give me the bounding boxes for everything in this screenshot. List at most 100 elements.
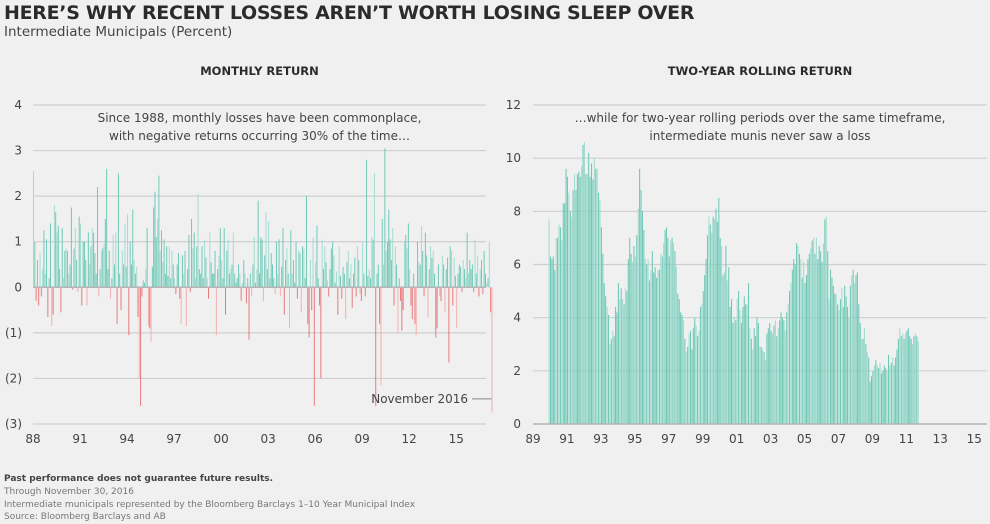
bar-positive bbox=[273, 278, 275, 288]
bar-positive bbox=[211, 273, 213, 288]
bar-positive bbox=[841, 288, 843, 424]
bar-positive bbox=[409, 269, 411, 288]
bar-positive bbox=[820, 251, 822, 424]
bar-positive bbox=[193, 232, 195, 288]
bar-positive bbox=[74, 228, 76, 288]
x-tick-label: 97 bbox=[661, 432, 676, 446]
bar-positive bbox=[231, 264, 233, 288]
bar-positive bbox=[295, 241, 297, 288]
bar-positive bbox=[615, 307, 617, 424]
bar-positive bbox=[68, 273, 70, 288]
bar-positive bbox=[146, 228, 148, 288]
bar-positive bbox=[781, 317, 783, 424]
bar-positive bbox=[780, 312, 782, 424]
bar-positive bbox=[61, 228, 63, 288]
bar-positive bbox=[757, 322, 759, 424]
bar-negative bbox=[77, 287, 79, 292]
bar-negative bbox=[150, 287, 152, 342]
page-title: HERE’S WHY RECENT LOSSES AREN’T WORTH LO… bbox=[4, 2, 695, 24]
bar-positive bbox=[701, 304, 703, 424]
bar-positive bbox=[735, 320, 737, 424]
bar-positive bbox=[588, 152, 590, 424]
bar-negative bbox=[313, 287, 315, 406]
bar-positive bbox=[721, 245, 723, 424]
bar-positive bbox=[389, 239, 391, 288]
bar-positive bbox=[426, 255, 428, 288]
bar-positive bbox=[303, 248, 305, 288]
bar-negative bbox=[345, 287, 347, 320]
bar-positive bbox=[566, 176, 569, 424]
bar-negative bbox=[138, 287, 140, 379]
bar-positive bbox=[181, 255, 183, 288]
bar-negative bbox=[149, 287, 151, 329]
bar-positive bbox=[673, 243, 675, 424]
y-tick-label: (1) bbox=[5, 326, 22, 340]
bar-positive bbox=[268, 221, 270, 288]
bar-positive bbox=[457, 273, 459, 288]
bar-positive bbox=[130, 264, 132, 288]
bar-positive bbox=[779, 320, 781, 424]
bar-positive bbox=[223, 228, 225, 288]
x-tick-label: 95 bbox=[627, 432, 642, 446]
bar-positive bbox=[590, 163, 593, 424]
y-tick-label: 0 bbox=[14, 280, 22, 294]
bar-positive bbox=[862, 338, 864, 424]
bar-positive bbox=[665, 227, 668, 424]
bar-positive bbox=[420, 225, 422, 288]
bar-positive bbox=[46, 239, 48, 288]
bar-positive bbox=[136, 266, 138, 288]
bar-positive bbox=[187, 269, 189, 288]
bar-positive bbox=[746, 304, 748, 424]
bar-positive bbox=[682, 320, 684, 424]
bar-positive bbox=[144, 282, 146, 288]
bar-positive bbox=[111, 278, 113, 288]
bar-negative bbox=[175, 287, 177, 295]
y-tick-label: 4 bbox=[14, 98, 22, 112]
bar-positive bbox=[770, 330, 772, 424]
bar-positive bbox=[292, 259, 294, 288]
bar-negative bbox=[427, 287, 429, 317]
bar-positive bbox=[256, 269, 258, 288]
bar-positive bbox=[475, 273, 477, 288]
bar-negative bbox=[52, 287, 54, 315]
y-tick-label: 1 bbox=[14, 235, 22, 249]
bar-positive bbox=[790, 283, 792, 424]
y-tick-label: 3 bbox=[14, 144, 22, 158]
bar-positive bbox=[815, 237, 817, 424]
bar-positive bbox=[851, 275, 853, 424]
bar-positive bbox=[53, 205, 55, 288]
bar-positive bbox=[221, 259, 223, 288]
bar-positive bbox=[777, 328, 779, 424]
bar-positive bbox=[236, 278, 238, 288]
through-date-text: Through November 30, 2016 bbox=[4, 487, 134, 497]
bar-positive bbox=[902, 333, 904, 424]
y-tick-label: 4 bbox=[513, 311, 521, 325]
bar-positive bbox=[629, 237, 631, 424]
bar-positive bbox=[647, 259, 649, 424]
x-tick-label: 00 bbox=[213, 432, 228, 446]
bar-positive bbox=[419, 264, 421, 288]
bar-positive bbox=[854, 283, 856, 424]
bar-positive bbox=[247, 278, 249, 288]
bar-positive bbox=[383, 264, 385, 288]
bar-positive bbox=[620, 288, 622, 424]
bar-positive bbox=[872, 370, 874, 424]
bar-positive bbox=[609, 344, 611, 424]
bar-positive bbox=[339, 275, 341, 288]
bar-positive bbox=[465, 278, 467, 288]
bar-positive bbox=[610, 338, 612, 424]
bar-positive bbox=[743, 296, 745, 424]
bar-negative bbox=[60, 287, 62, 313]
bar-negative bbox=[320, 287, 322, 379]
bar-negative bbox=[436, 287, 438, 329]
bar-negative bbox=[359, 287, 361, 295]
bar-negative bbox=[364, 287, 366, 297]
bar-positive bbox=[726, 280, 728, 424]
bar-positive bbox=[205, 257, 207, 288]
bar-positive bbox=[582, 144, 584, 424]
bar-positive bbox=[756, 317, 758, 424]
bar-positive bbox=[168, 246, 170, 288]
rolling-return-title: TWO-YEAR ROLLING RETURN bbox=[667, 64, 853, 78]
bar-negative bbox=[179, 287, 181, 299]
bar-negative bbox=[128, 287, 130, 336]
